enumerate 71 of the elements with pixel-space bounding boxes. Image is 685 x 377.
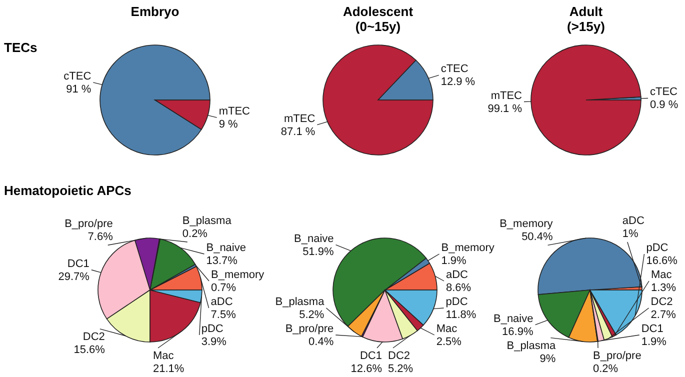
slice-label: Mac — [436, 323, 458, 335]
data-label: 12.6% — [350, 363, 382, 375]
slice-label: mTEC — [284, 112, 316, 125]
slice-label: B_pro/pre — [285, 323, 334, 335]
slice-label: B_memory — [441, 242, 495, 254]
data-label: 0.7% — [211, 282, 236, 294]
slice-label: B_pro/pre — [593, 350, 642, 362]
slice-label: DC1 — [360, 350, 382, 362]
data-label: 16.6% — [646, 255, 678, 267]
data-label: 51.9% — [302, 246, 334, 258]
slice-label: mTEC — [218, 106, 250, 118]
data-label: 91 % — [66, 83, 92, 96]
slice-label: mTEC — [490, 90, 522, 102]
data-label: 29.7% — [58, 270, 90, 283]
chart-title: Adolescent (0~15y) — [342, 4, 414, 34]
slice-label: Mac — [153, 350, 174, 362]
slice-label: DC1 — [67, 258, 90, 270]
data-label: 21.1% — [153, 363, 184, 375]
slice-label: aDC — [446, 269, 468, 281]
slice-label: pDC — [446, 296, 468, 308]
data-label: 0.2% — [593, 363, 618, 375]
slice-label: DC2 — [388, 350, 410, 362]
data-label: 3.9% — [201, 336, 227, 348]
slice-label: cTEC — [64, 70, 92, 82]
data-label: 7.5% — [210, 309, 236, 321]
slice-label: aDC — [210, 296, 233, 308]
chart-subtitle: TECs — [4, 40, 38, 55]
data-label: 5.2% — [299, 309, 324, 321]
slice-label: B_naive — [206, 242, 246, 254]
slice-label: DC2 — [650, 296, 673, 308]
slice-label: DC2 — [82, 330, 105, 343]
slice-label: pDC — [201, 323, 224, 335]
slice-label: DC1 — [641, 323, 664, 335]
slice-label: B_plasma — [275, 296, 326, 308]
data-label: 99.1 % — [488, 102, 522, 115]
slice-label: B_plasma — [182, 215, 232, 227]
data-label: 9% — [540, 352, 556, 365]
slice-label: pDC — [646, 242, 668, 254]
data-label: 12.9 % — [440, 76, 476, 88]
data-label: 2.7% — [650, 309, 676, 321]
data-label: 0.2% — [182, 228, 208, 240]
data-label: 1.9% — [441, 255, 467, 267]
slice-label: B_memory — [500, 218, 554, 230]
chart-title: Adult (>15y) — [566, 4, 606, 34]
data-label: 5.2% — [388, 363, 414, 375]
slice-label: cTEC — [440, 63, 468, 76]
data-label: 8.6% — [446, 282, 472, 294]
slice-label: B_naive — [493, 312, 534, 325]
slice-label: cTEC — [650, 86, 678, 98]
data-label: 7.6% — [88, 231, 114, 244]
data-label: 0.4% — [308, 336, 334, 348]
data-label: 13.7% — [206, 255, 238, 267]
data-label: 1% — [622, 228, 639, 240]
data-label: 50.4% — [522, 231, 553, 244]
data-label: 1.9% — [641, 336, 667, 348]
data-label: 11.8% — [446, 309, 476, 321]
slice-label: aDC — [622, 215, 644, 227]
data-label: 16.9% — [502, 326, 534, 338]
chart-title: Embryo — [130, 4, 180, 19]
data-label: 15.6% — [74, 344, 106, 356]
slice-label: B_naive — [294, 232, 334, 245]
slice-label: B_memory — [211, 269, 265, 281]
data-label: 1.3% — [651, 282, 676, 294]
chart-subtitle: Hematopoietic APCs — [4, 183, 132, 198]
slice-label: B_pro/pre — [64, 218, 113, 230]
data-label: 9 % — [218, 118, 238, 131]
slice-label: Mac — [651, 269, 672, 281]
data-label: 2.5% — [436, 336, 462, 348]
slice-label: B_plasma — [506, 340, 557, 352]
data-label: 87.1 % — [280, 126, 316, 138]
data-label: 0.9 % — [650, 99, 678, 112]
